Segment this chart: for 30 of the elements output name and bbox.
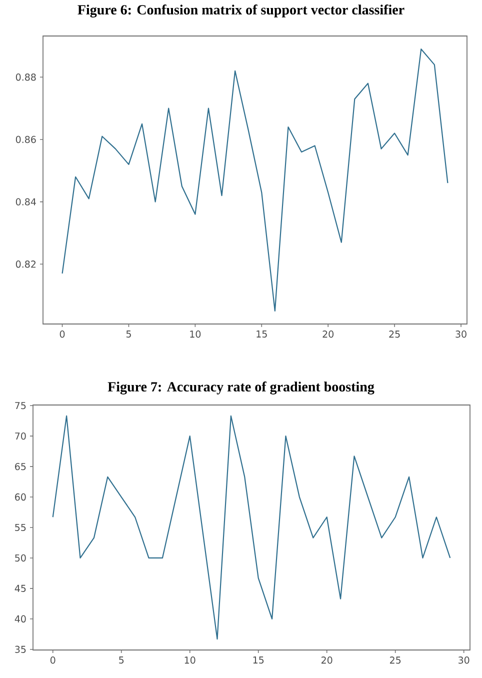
x-tick-label: 0: [60, 330, 65, 338]
x-tick-label: 25: [390, 656, 401, 664]
x-tick-label: 5: [126, 330, 131, 338]
x-tick-label: 5: [119, 656, 124, 664]
y-tick-label: 40: [14, 615, 26, 623]
line-series: [62, 48, 448, 312]
x-tick-label: 30: [458, 656, 470, 664]
x-tick-label: 15: [253, 656, 264, 664]
x-tick-label: 15: [256, 330, 267, 338]
y-tick-label: 45: [14, 584, 26, 592]
y-tick-label: 70: [15, 432, 26, 440]
y-tick-label: 0.82: [16, 260, 36, 268]
y-tick-label: 75: [15, 402, 26, 410]
y-tick-label: 0.86: [16, 136, 36, 144]
y-tick-label: 0.88: [16, 74, 36, 81]
y-tick-label: 55: [15, 524, 26, 532]
y-tick-label: 50: [15, 554, 26, 562]
y-tick-label: 35: [15, 646, 26, 653]
x-tick-label: 20: [321, 656, 332, 664]
x-tick-label: 30: [456, 330, 466, 338]
chart-title: Figure 7: Accuracy rate of gradient boosting: [108, 382, 374, 394]
x-tick-label: 0: [50, 656, 56, 664]
x-tick-label: 10: [190, 330, 201, 338]
x-tick-label: 10: [184, 656, 196, 664]
y-tick-label: 0.84: [16, 198, 36, 206]
chart-title: Figure 6: Confusion matrix of support vector classifier: [78, 4, 404, 18]
y-tick-label: 65: [15, 462, 26, 470]
x-tick-label: 25: [389, 330, 400, 338]
x-tick-label: 20: [322, 330, 334, 338]
y-tick-label: 60: [15, 493, 26, 501]
